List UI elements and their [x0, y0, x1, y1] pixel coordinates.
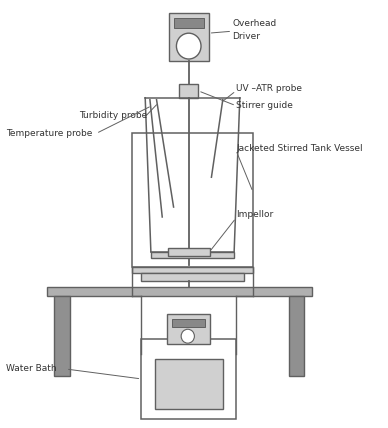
Bar — [132, 267, 253, 273]
Text: UV –ATR probe: UV –ATR probe — [236, 84, 302, 93]
Text: Impellor: Impellor — [236, 211, 273, 220]
Bar — [289, 297, 304, 376]
Text: Temperature probe: Temperature probe — [6, 129, 92, 138]
Bar — [141, 273, 244, 281]
Bar — [47, 286, 312, 297]
Bar — [155, 359, 223, 409]
Text: Driver: Driver — [232, 32, 260, 41]
Bar — [54, 297, 69, 376]
Bar — [132, 133, 253, 267]
Bar — [151, 252, 234, 258]
Text: Turbidity probe: Turbidity probe — [79, 111, 147, 120]
Text: Jacketed Stirred Tank Vessel: Jacketed Stirred Tank Vessel — [236, 144, 363, 153]
Text: Water Bath: Water Bath — [6, 365, 57, 374]
Circle shape — [177, 33, 201, 59]
Bar — [169, 13, 209, 61]
Bar — [168, 248, 210, 256]
Text: Stirrer guide: Stirrer guide — [236, 101, 293, 110]
Bar — [173, 18, 204, 28]
Bar — [172, 319, 205, 327]
Circle shape — [181, 329, 194, 343]
Bar — [141, 339, 236, 419]
Bar — [179, 84, 198, 98]
Text: Overhead: Overhead — [232, 19, 277, 28]
Bar — [167, 314, 210, 344]
